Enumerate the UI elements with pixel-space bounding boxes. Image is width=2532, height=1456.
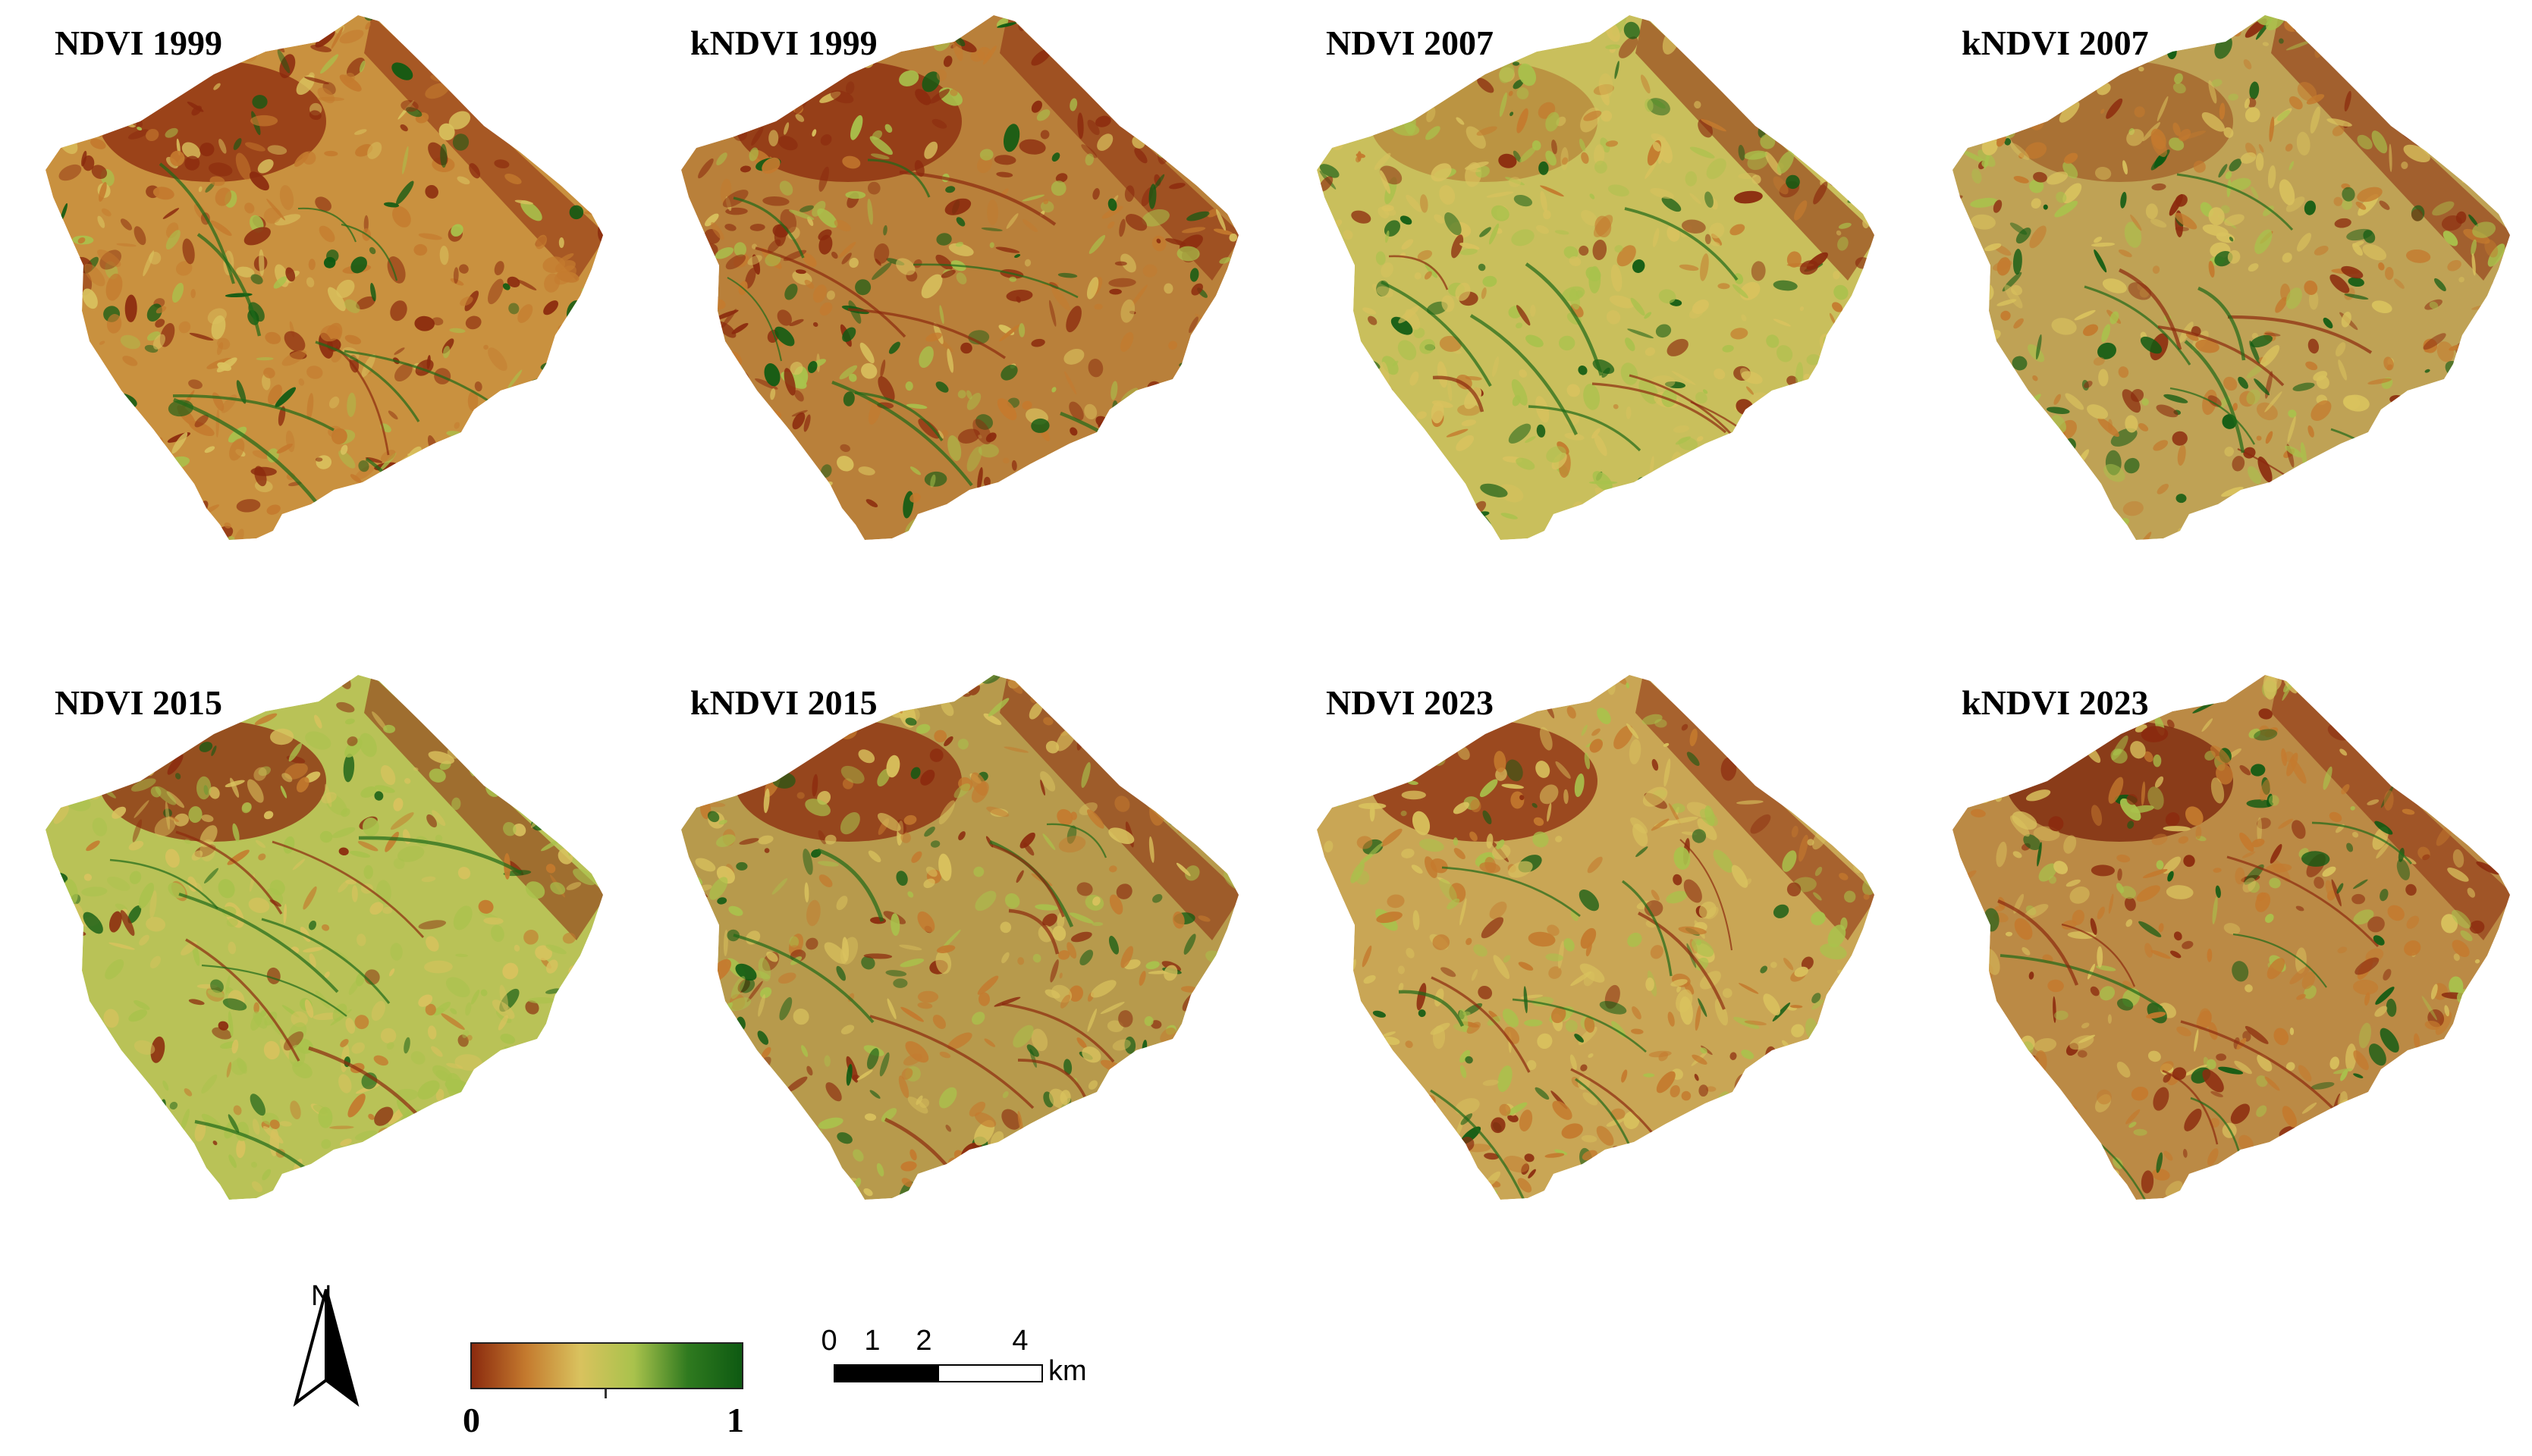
raster-cells [1952,15,2510,540]
scale-tick-label: 2 [916,1325,931,1357]
panel-title: NDVI 1999 [55,24,223,62]
panel-title: kNDVI 2023 [1962,683,2149,722]
scale-tick-label: 0 [821,1325,837,1357]
colorbar-max-label: 1 [727,1401,744,1439]
map-raster [1317,15,1874,540]
map-panel-kndvi-2007: kNDVI 2007 [1922,8,2521,584]
colorbar-tick [605,1389,607,1398]
panel-title: NDVI 2007 [1326,24,1494,62]
map-raster [1317,675,1874,1200]
map-panel-ndvi-1999: NDVI 1999 [15,8,614,584]
raster-cells [46,675,603,1200]
colorbar [470,1342,743,1389]
map-raster [681,675,1239,1200]
map-panel-kndvi-1999: kNDVI 1999 [651,8,1250,584]
panel-title: kNDVI 1999 [690,24,878,62]
scale-tick-label: 1 [864,1325,880,1357]
map-panel-ndvi-2007: NDVI 2007 [1286,8,1886,584]
raster-cells [681,15,1239,540]
panel-title: kNDVI 2007 [1962,24,2149,62]
scale-unit: km [1048,1355,1087,1387]
map-raster [1952,15,2510,540]
map-panel-kndvi-2023: kNDVI 2023 [1922,667,2521,1244]
scale-bar: 0 1 2 4 km [821,1320,1100,1410]
panel-title: NDVI 2023 [1326,683,1494,722]
map-raster [681,15,1239,540]
map-raster [46,675,603,1200]
raster-cells [1317,675,1874,1200]
colorbar-min-label: 0 [463,1401,480,1439]
raster-cells [681,675,1239,1200]
map-raster [46,15,603,540]
scale-tick-label: 4 [1012,1325,1028,1357]
panel-title: NDVI 2015 [55,683,223,722]
raster-cells [1317,15,1874,540]
north-arrow-icon [293,1289,360,1407]
map-panel-ndvi-2023: NDVI 2023 [1286,667,1886,1244]
map-raster [1952,675,2510,1200]
scale-segment-white [938,1364,1043,1382]
raster-cells [1952,675,2510,1200]
panel-title: kNDVI 2015 [690,683,878,722]
scale-segment-black [834,1364,939,1382]
raster-cells [46,15,603,540]
map-panel-kndvi-2015: kNDVI 2015 [651,667,1250,1244]
map-panel-ndvi-2015: NDVI 2015 [15,667,614,1244]
